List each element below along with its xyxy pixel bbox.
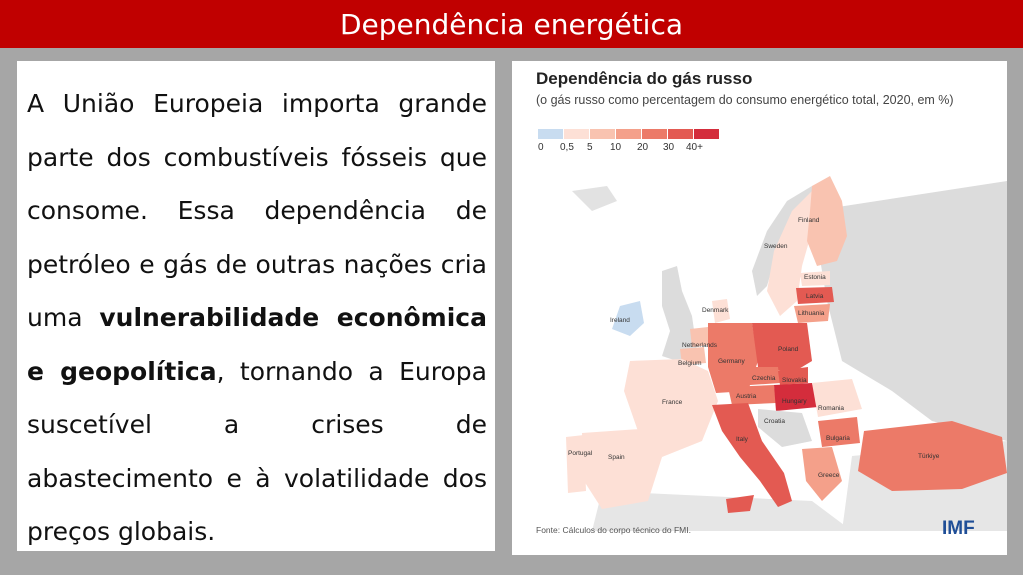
country-ireland [612,301,644,336]
country-finland [807,176,847,266]
label-greece: Greece [818,472,840,479]
label-estonia: Estonia [804,274,826,281]
label-belgium: Belgium [678,360,701,367]
text-panel: A União Europeia importa grande parte do… [17,61,495,551]
country-germany [708,323,758,393]
legend-swatch [694,129,720,139]
label-france: France [662,399,683,406]
legend-label: 30 [663,142,675,153]
legend-swatches [538,129,720,139]
label-romania: Romania [818,405,844,412]
label-turkiye: Türkiye [918,453,940,460]
label-sweden: Sweden [764,243,788,250]
country-denmark [712,299,730,323]
label-lithuania: Lithuania [798,310,825,317]
country-netherlands [690,327,710,347]
label-finland: Finland [798,217,820,224]
map-subtitle: (o gás russo como percentagem do consumo… [536,93,954,107]
label-czechia: Czechia [752,375,776,382]
body-text-bold: vulnerabilidade econômica e geopolítica [27,303,487,386]
country-france [624,359,718,457]
body-paragraph: A União Europeia importa grande parte do… [27,77,487,559]
body-text-part1: A União Europeia importa grande parte do… [27,89,487,332]
label-hungary: Hungary [782,398,807,405]
country-poland [752,323,812,373]
body-text-part2: , tornando a Europa suscetível a crises … [27,356,487,547]
legend-swatch [642,129,668,139]
country-estonia [800,271,830,286]
country-austria [728,385,776,405]
legend-label: 20 [637,142,649,153]
legend-swatch [564,129,590,139]
map-legend: 0 0,5 5 10 20 30 40+ [538,129,720,153]
country-greece [802,447,842,501]
country-lithuania [794,304,830,323]
country-latvia [796,287,834,304]
source-note: Fonte: Cálculos do corpo técnico do FMI. [536,525,691,535]
label-italy: Italy [736,436,749,443]
legend-label: 5 [587,142,593,153]
legend-label: 10 [610,142,622,153]
label-bulgaria: Bulgaria [826,435,850,442]
legend-swatch [538,129,564,139]
map-panel: Finland Sweden Estonia Latvia Lithuania … [512,61,1007,555]
label-netherlands: Netherlands [682,342,718,349]
label-latvia: Latvia [806,293,824,300]
label-austria: Austria [736,393,757,400]
legend-label: 40+ [686,142,703,153]
label-germany: Germany [718,358,745,365]
imf-logo: IMF [942,518,975,539]
map-title: Dependência do gás russo [536,69,753,88]
country-croatia [758,409,812,447]
label-portugal: Portugal [568,450,593,457]
label-croatia: Croatia [764,418,785,425]
legend-swatch [590,129,616,139]
country-hungary [774,383,818,411]
country-romania [812,379,862,417]
country-portugal [566,435,586,493]
country-italy [712,403,792,507]
label-denmark: Denmark [702,307,729,314]
legend-swatch [668,129,694,139]
country-turkiye [858,421,1007,491]
legend-label: 0,5 [560,142,574,153]
label-ireland: Ireland [610,317,630,324]
europe-map: Finland Sweden Estonia Latvia Lithuania … [566,176,1007,531]
label-slovakia: Slovakia [782,377,807,384]
legend-label: 0 [538,142,544,153]
slide-title-bar: Dependência energética [0,0,1023,48]
country-slovakia [778,367,808,385]
country-bulgaria [818,417,860,447]
country-belgium [680,347,706,365]
label-poland: Poland [778,346,799,353]
legend-labels: 0 0,5 5 10 20 30 40+ [538,139,720,153]
slide-title: Dependência energética [339,7,684,41]
country-czechia [748,367,780,385]
country-spain [582,429,662,509]
legend-swatch [616,129,642,139]
label-spain: Spain [608,454,625,461]
